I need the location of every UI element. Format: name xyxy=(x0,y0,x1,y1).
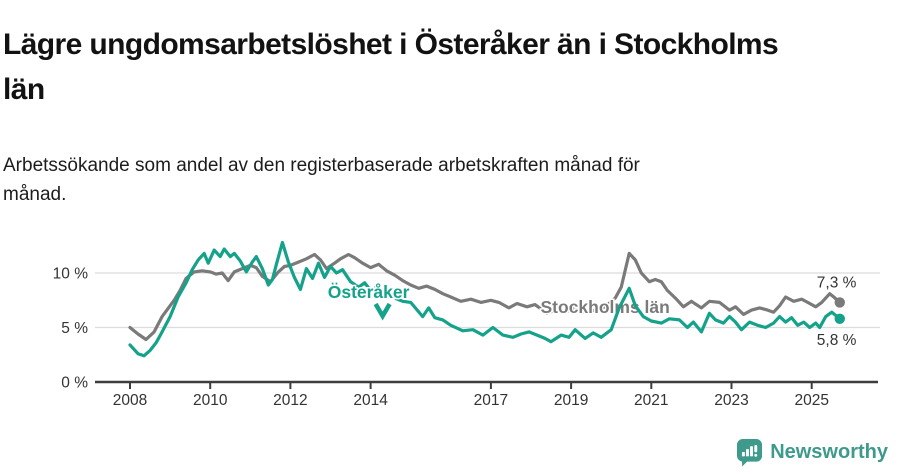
series-line-stockholms-lan xyxy=(128,251,842,342)
x-tick-label: 2019 xyxy=(554,392,588,409)
chart-title-line2: län xyxy=(3,73,45,107)
chart-title: Lägre ungdomsarbetslöshet i Österåker än… xyxy=(3,22,897,112)
brand-name: Newsworthy xyxy=(770,441,888,463)
x-tick-label: 2014 xyxy=(353,392,388,409)
chart-subtitle-line2: månad. xyxy=(3,184,67,206)
brand-footer: Newsworthy xyxy=(736,438,888,467)
x-tick-label: 2025 xyxy=(794,392,828,409)
series-end-value-label: 7,3 % xyxy=(817,274,857,291)
series-end-value-label: 5,8 % xyxy=(817,332,857,349)
line-chart-canvas: 0 % 5 % 10 % 2008 2010 2012 2014 2017 2019 2021 20… xyxy=(53,240,880,409)
series-end-dot xyxy=(834,297,845,308)
x-tick-label: 2023 xyxy=(714,392,748,409)
x-tick-label: 2012 xyxy=(273,392,307,409)
line-chart: 0 % 5 % 10 % 2008 2010 2012 2014 2017 2019 2021 20… xyxy=(0,222,900,414)
series-name-label: Stockholms län xyxy=(541,297,670,317)
newsworthy-pin-bar-chart-icon xyxy=(737,439,763,467)
x-tick-label: 2017 xyxy=(474,392,508,409)
y-tick-label: 0 % xyxy=(61,375,88,392)
chart-subtitle-line1: Arbetssökande som andel av den registerb… xyxy=(3,155,640,176)
chart-title-line1: Lägre ungdomsarbetslöshet i Österåker än… xyxy=(3,28,779,62)
x-tick-label: 2010 xyxy=(193,392,228,409)
series-line-osteraker xyxy=(128,240,842,358)
chart-subtitle: Arbetssökande som andel av den registerb… xyxy=(3,151,863,210)
x-tick-label: 2008 xyxy=(113,392,147,409)
y-tick-label: 5 % xyxy=(61,320,88,337)
series-name-label: Österåker xyxy=(328,282,410,302)
y-tick-label: 10 % xyxy=(53,266,89,283)
series-label-arrow-down-icon xyxy=(373,302,392,321)
x-tick-label: 2021 xyxy=(634,392,668,409)
series-end-dot xyxy=(834,313,845,324)
